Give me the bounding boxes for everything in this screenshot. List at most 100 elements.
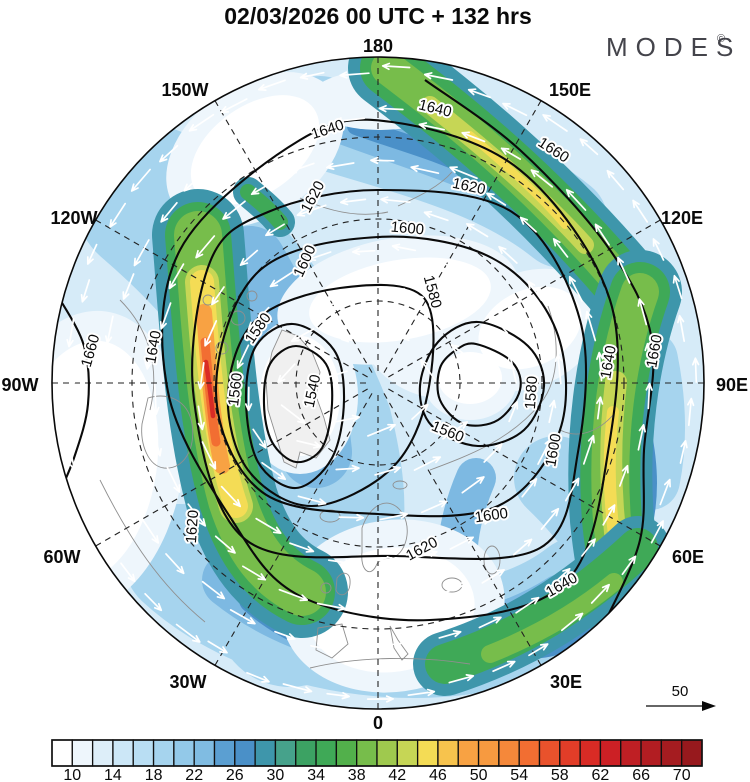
colorbar-cell <box>559 739 581 767</box>
wind-arrow <box>540 311 554 341</box>
reference-vector: 50 <box>646 683 716 711</box>
contour-value-label: 1620 <box>183 509 202 543</box>
wind-arrow <box>519 216 537 233</box>
wind-arrow <box>299 71 325 80</box>
wind-arrow <box>307 251 332 262</box>
wind-arrow <box>420 359 437 381</box>
wind-arrow <box>461 476 485 494</box>
wind-arrow <box>579 138 599 156</box>
page-title: 02/03/2026 00 UTC + 132 hrs <box>224 3 532 29</box>
longitude-label: 150W <box>161 80 208 100</box>
wind-arrow <box>201 580 226 600</box>
colorbar-cell <box>356 739 378 767</box>
wind-arrow <box>542 114 568 132</box>
colorbar-cell <box>132 739 155 767</box>
colorbar-tick-label: 70 <box>673 767 691 782</box>
wind-arrow <box>652 238 665 261</box>
wind-arrow <box>382 330 410 342</box>
wind-arrow <box>277 363 296 384</box>
wind-arrow <box>632 199 649 223</box>
colorbar-tick-label: 66 <box>632 767 650 782</box>
colorbar-cell <box>234 739 256 767</box>
wind-arrow <box>159 302 172 330</box>
colorbar-cell <box>620 739 642 767</box>
wind-arrow <box>560 612 584 632</box>
longitude-label: 60E <box>672 547 704 567</box>
colorbar-tick-label: 22 <box>185 767 203 782</box>
wind-arrow <box>334 117 366 125</box>
wind-arrow <box>265 223 285 237</box>
wind-arrow <box>68 362 77 388</box>
wind-arrow <box>335 464 360 473</box>
wind-arrow <box>370 156 395 165</box>
wind-arrow <box>585 310 597 342</box>
wind-arrow <box>321 370 348 381</box>
wind-arrow <box>280 404 306 424</box>
wind-arrow <box>606 169 625 191</box>
graticule <box>52 57 704 709</box>
longitude-label: 90W <box>1 375 38 395</box>
wind-arrow <box>581 538 596 557</box>
wind-arrow <box>326 162 355 171</box>
colorbar-cell <box>91 739 114 767</box>
longitude-label: 120W <box>50 208 97 228</box>
shaded-wind-speed-field <box>52 57 704 709</box>
wind-arrow <box>465 279 486 296</box>
longitude-label: 60W <box>43 547 80 567</box>
colorbar-cell <box>335 739 358 767</box>
wind-arrow <box>378 104 404 113</box>
wind-arrow <box>423 72 454 81</box>
wind-arrow <box>222 200 246 220</box>
wind-arrow <box>403 592 426 601</box>
wind-arrow <box>255 137 278 149</box>
wind-arrow <box>144 592 163 612</box>
height-contour <box>244 322 346 490</box>
colorbar-cell <box>396 739 419 767</box>
wind-arrow <box>353 293 381 301</box>
wind-arrow <box>433 258 460 272</box>
wind-arrow <box>450 344 476 363</box>
wind-arrow <box>502 102 528 117</box>
colorbar-tick-label: 58 <box>551 767 569 782</box>
wind-arrow <box>679 439 688 464</box>
wind-arrow <box>290 328 315 342</box>
wind-arrow <box>644 342 652 366</box>
wind-arrow <box>659 478 671 506</box>
wind-arrow <box>250 180 275 196</box>
wind-arrow <box>481 569 505 584</box>
longitude-label: 180 <box>363 36 393 56</box>
wind-arrow <box>339 197 367 206</box>
wind-arrow <box>340 335 371 343</box>
wind-arrow <box>442 421 469 440</box>
longitude-label: 0 <box>373 713 383 733</box>
wind-arrow <box>183 171 206 192</box>
wind-arrow <box>594 223 610 246</box>
colorbar-cell <box>315 739 338 767</box>
wind-arrow <box>247 306 270 330</box>
wind-arrow <box>552 238 569 258</box>
contour-value-label: 1580 <box>522 375 541 409</box>
wind-arrow <box>590 583 610 604</box>
colorbar-tick-label: 30 <box>267 767 285 782</box>
modes-logo: MODES <box>606 32 741 62</box>
colorbar-cell <box>295 739 317 767</box>
colorbar-tick-label: 54 <box>510 767 528 782</box>
wind-arrow <box>407 688 436 697</box>
wind-arrow <box>602 504 616 526</box>
wind-arrow <box>113 438 124 466</box>
colorbar-tick-label: 38 <box>348 767 366 782</box>
wind-arrow <box>466 223 489 238</box>
wind-vector-arrows <box>66 62 700 703</box>
wind-arrow <box>508 400 519 423</box>
wind-arrow <box>568 275 583 302</box>
copyright-mark: © <box>717 33 725 45</box>
colorbar-tick-label: 34 <box>307 767 325 782</box>
wind-arrow <box>420 500 448 514</box>
colorbar-cell <box>51 739 73 767</box>
wind-arrow <box>175 623 201 643</box>
colorbar-cell <box>193 739 216 767</box>
wind-arrow <box>109 202 127 228</box>
height-contour <box>214 235 568 518</box>
wind-arrow <box>498 245 518 264</box>
wind-arrow <box>255 517 282 534</box>
